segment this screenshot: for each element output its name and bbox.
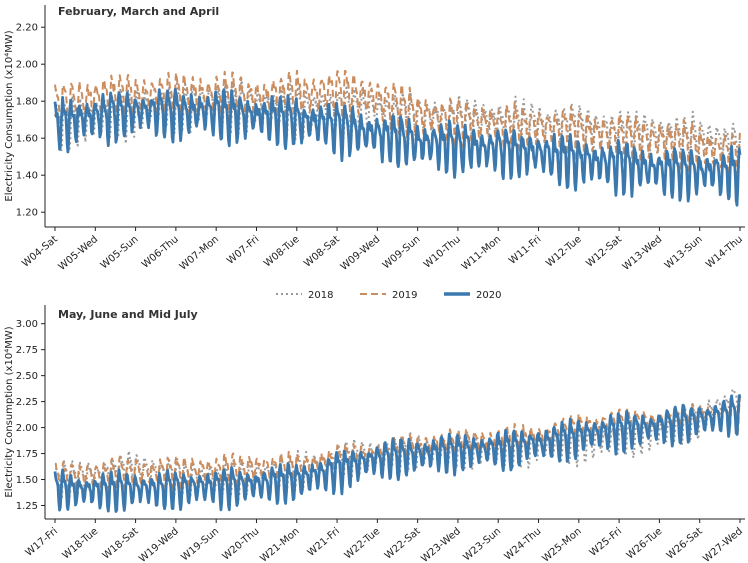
x-tick-label: W05-Sun bbox=[99, 234, 141, 272]
series-line-2020 bbox=[53, 394, 742, 513]
series-line-2020 bbox=[53, 87, 742, 207]
bottom-panel: May, June and Mid July Electricity Consu… bbox=[4, 305, 745, 563]
legend-item-2020: 2020 bbox=[444, 290, 501, 301]
x-tick-label: W14-Thu bbox=[704, 234, 745, 271]
x-tick-label: W12-Sat bbox=[584, 234, 624, 270]
top-y-axis-label: Electricity Consumption (x10⁴MW) bbox=[4, 30, 15, 201]
x-tick-label: W17-Fri bbox=[24, 526, 60, 559]
legend: 2018 2019 2020 bbox=[276, 290, 501, 301]
x-tick-label: W07-Fri bbox=[225, 234, 261, 267]
x-tick-label: W10-Thu bbox=[422, 234, 463, 271]
x-tick-label: W11-Mon bbox=[460, 234, 503, 273]
x-tick-label: W09-Sun bbox=[381, 234, 423, 272]
top-panel: February, March and April Electricity Co… bbox=[4, 5, 745, 273]
y-tick-label: 1.25 bbox=[16, 501, 38, 512]
y-tick-label: 2.75 bbox=[16, 345, 38, 356]
legend-label-2020: 2020 bbox=[476, 290, 501, 301]
x-tick-label: W08-Tue bbox=[262, 234, 302, 270]
x-tick-label: W05-Wed bbox=[57, 234, 101, 273]
y-tick-label: 2.50 bbox=[16, 371, 38, 382]
x-tick-label: W18-Sat bbox=[101, 526, 141, 562]
x-tick-label: W23-Wed bbox=[419, 526, 463, 563]
y-tick-label: 1.80 bbox=[16, 97, 38, 108]
x-tick-label: W21-Fri bbox=[306, 526, 342, 559]
x-tick-label: W22-Sat bbox=[383, 526, 423, 562]
legend-item-2019: 2019 bbox=[360, 290, 417, 301]
y-tick-label: 2.20 bbox=[16, 23, 38, 34]
x-tick-label: W18-Tue bbox=[61, 526, 101, 562]
x-tick-label: W22-Tue bbox=[343, 526, 383, 562]
y-tick-label: 3.00 bbox=[16, 319, 38, 330]
y-tick-label: 1.75 bbox=[16, 449, 38, 460]
x-tick-label: W12-Tue bbox=[544, 234, 584, 270]
y-tick-label: 1.50 bbox=[16, 475, 38, 486]
bottom-chart-title: May, June and Mid July bbox=[58, 308, 198, 321]
bottom-y-axis-label: Electricity Consumption (x10⁴MW) bbox=[4, 326, 15, 497]
x-tick-label: W25-Fri bbox=[588, 526, 624, 559]
x-tick-label: W13-Sun bbox=[663, 234, 705, 272]
legend-item-2018: 2018 bbox=[276, 290, 333, 301]
x-tick-label: W20-Thu bbox=[221, 526, 262, 563]
series-line-2019 bbox=[54, 396, 741, 500]
top-series-lines bbox=[53, 69, 742, 207]
y-tick-label: 1.60 bbox=[16, 134, 38, 145]
legend-label-2019: 2019 bbox=[392, 290, 417, 301]
x-tick-label: W24-Thu bbox=[503, 526, 544, 563]
x-tick-label: W25-Mon bbox=[540, 526, 583, 563]
y-tick-label: 1.20 bbox=[16, 208, 38, 219]
x-tick-label: W04-Sat bbox=[20, 234, 60, 270]
y-tick-label: 2.25 bbox=[16, 397, 38, 408]
x-tick-label: W13-Wed bbox=[621, 234, 665, 273]
y-tick-label: 2.00 bbox=[16, 423, 38, 434]
x-tick-label: W27-Wed bbox=[701, 526, 745, 563]
x-tick-label: W08-Sat bbox=[302, 234, 342, 270]
top-chart-title: February, March and April bbox=[58, 5, 219, 18]
y-tick-label: 1.40 bbox=[16, 171, 38, 182]
top-y-ticks: 1.20 1.40 1.60 1.80 2.00 2.20 bbox=[16, 23, 45, 219]
bottom-y-ticks: 1.25 1.50 1.75 2.00 2.25 2.50 2.75 3.00 bbox=[16, 319, 45, 512]
x-tick-label: W06-Thu bbox=[140, 234, 181, 271]
x-tick-label: W11-Fri bbox=[507, 234, 543, 267]
x-tick-label: W19-Wed bbox=[137, 526, 181, 563]
x-tick-label: W26-Sat bbox=[665, 526, 705, 562]
bottom-series-lines bbox=[53, 388, 742, 513]
y-tick-label: 2.00 bbox=[16, 60, 38, 71]
x-tick-label: W19-Sun bbox=[179, 526, 221, 563]
legend-label-2018: 2018 bbox=[308, 290, 333, 301]
x-tick-label: W23-Sun bbox=[461, 526, 503, 563]
x-tick-label: W07-Mon bbox=[178, 234, 221, 273]
x-tick-label: W21-Mon bbox=[258, 526, 301, 563]
x-tick-label: W26-Tue bbox=[625, 526, 665, 562]
x-tick-label: W09-Wed bbox=[339, 234, 383, 273]
